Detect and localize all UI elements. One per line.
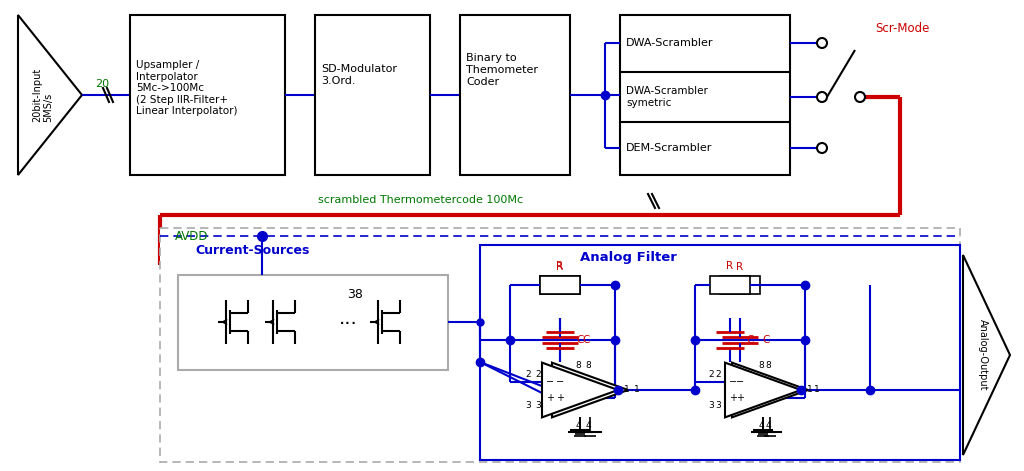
Text: R: R — [736, 262, 743, 272]
FancyBboxPatch shape — [130, 15, 285, 175]
FancyBboxPatch shape — [720, 276, 760, 294]
Text: 1: 1 — [634, 385, 640, 395]
Polygon shape — [963, 255, 1010, 455]
Text: DWA-Scrambler: DWA-Scrambler — [626, 38, 714, 48]
Text: 20bit-Input
5MS/s: 20bit-Input 5MS/s — [32, 68, 53, 122]
Text: R: R — [556, 262, 563, 272]
Text: Scr-Mode: Scr-Mode — [874, 22, 930, 34]
Text: +: + — [546, 393, 554, 403]
Text: 8: 8 — [765, 362, 771, 371]
Text: 4: 4 — [758, 421, 764, 430]
FancyBboxPatch shape — [160, 228, 961, 462]
Text: +: + — [736, 393, 744, 403]
Text: Upsampler /
Interpolator
5Mc->100Mc
(2 Step IIR-Filter+
Linear Interpolator): Upsampler / Interpolator 5Mc->100Mc (2 S… — [136, 60, 238, 116]
Polygon shape — [732, 363, 808, 417]
Text: 3: 3 — [709, 401, 714, 410]
FancyBboxPatch shape — [540, 276, 580, 294]
Text: Analog Filter: Analog Filter — [580, 252, 677, 265]
FancyBboxPatch shape — [710, 276, 750, 294]
Text: AVDD: AVDD — [175, 229, 209, 243]
Text: 38: 38 — [347, 289, 362, 301]
FancyBboxPatch shape — [480, 245, 961, 460]
Text: 3: 3 — [715, 401, 721, 410]
FancyBboxPatch shape — [460, 15, 570, 175]
Text: 8: 8 — [575, 362, 581, 371]
Text: 4: 4 — [575, 421, 581, 430]
Text: 1: 1 — [624, 385, 630, 395]
Text: 4: 4 — [765, 421, 771, 430]
FancyBboxPatch shape — [315, 15, 430, 175]
Text: −: − — [556, 377, 564, 387]
Text: DEM-Scrambler: DEM-Scrambler — [626, 143, 713, 153]
Polygon shape — [725, 363, 801, 417]
Text: DWA-Scrambler
symetric: DWA-Scrambler symetric — [626, 86, 708, 108]
Text: Binary to
Themometer
Coder: Binary to Themometer Coder — [466, 53, 538, 87]
Text: +: + — [556, 393, 564, 403]
Text: 1: 1 — [807, 385, 813, 395]
Text: 8: 8 — [758, 362, 764, 371]
Text: Analog-Output: Analog-Output — [978, 319, 988, 391]
Text: −: − — [729, 377, 737, 387]
Polygon shape — [18, 15, 82, 175]
Text: C: C — [762, 335, 769, 345]
Text: 4: 4 — [585, 421, 591, 430]
Text: C: C — [746, 335, 754, 345]
Text: R: R — [556, 261, 563, 271]
Text: 8: 8 — [585, 362, 591, 371]
Text: 2: 2 — [715, 370, 721, 379]
Text: 2: 2 — [709, 370, 714, 379]
Polygon shape — [552, 363, 628, 417]
Text: R: R — [726, 261, 733, 271]
Text: −: − — [736, 377, 744, 387]
FancyBboxPatch shape — [540, 276, 580, 294]
Text: SD-Modulator
3.Ord.: SD-Modulator 3.Ord. — [321, 64, 397, 86]
Text: 2: 2 — [525, 370, 530, 379]
Text: −: − — [546, 377, 554, 387]
FancyBboxPatch shape — [620, 15, 790, 175]
Text: 3: 3 — [536, 401, 541, 410]
Text: 3: 3 — [525, 401, 530, 410]
Text: 1: 1 — [814, 385, 820, 395]
Text: Current-Sources: Current-Sources — [195, 244, 309, 257]
Text: scrambled Thermometercode 100Mc: scrambled Thermometercode 100Mc — [318, 195, 523, 205]
Text: 2: 2 — [536, 370, 541, 379]
Text: ...: ... — [339, 309, 357, 327]
Text: +: + — [729, 393, 737, 403]
FancyBboxPatch shape — [178, 275, 449, 370]
Text: 20: 20 — [95, 79, 110, 89]
Text: C: C — [582, 335, 590, 345]
Text: C: C — [575, 335, 584, 345]
Polygon shape — [542, 363, 618, 417]
